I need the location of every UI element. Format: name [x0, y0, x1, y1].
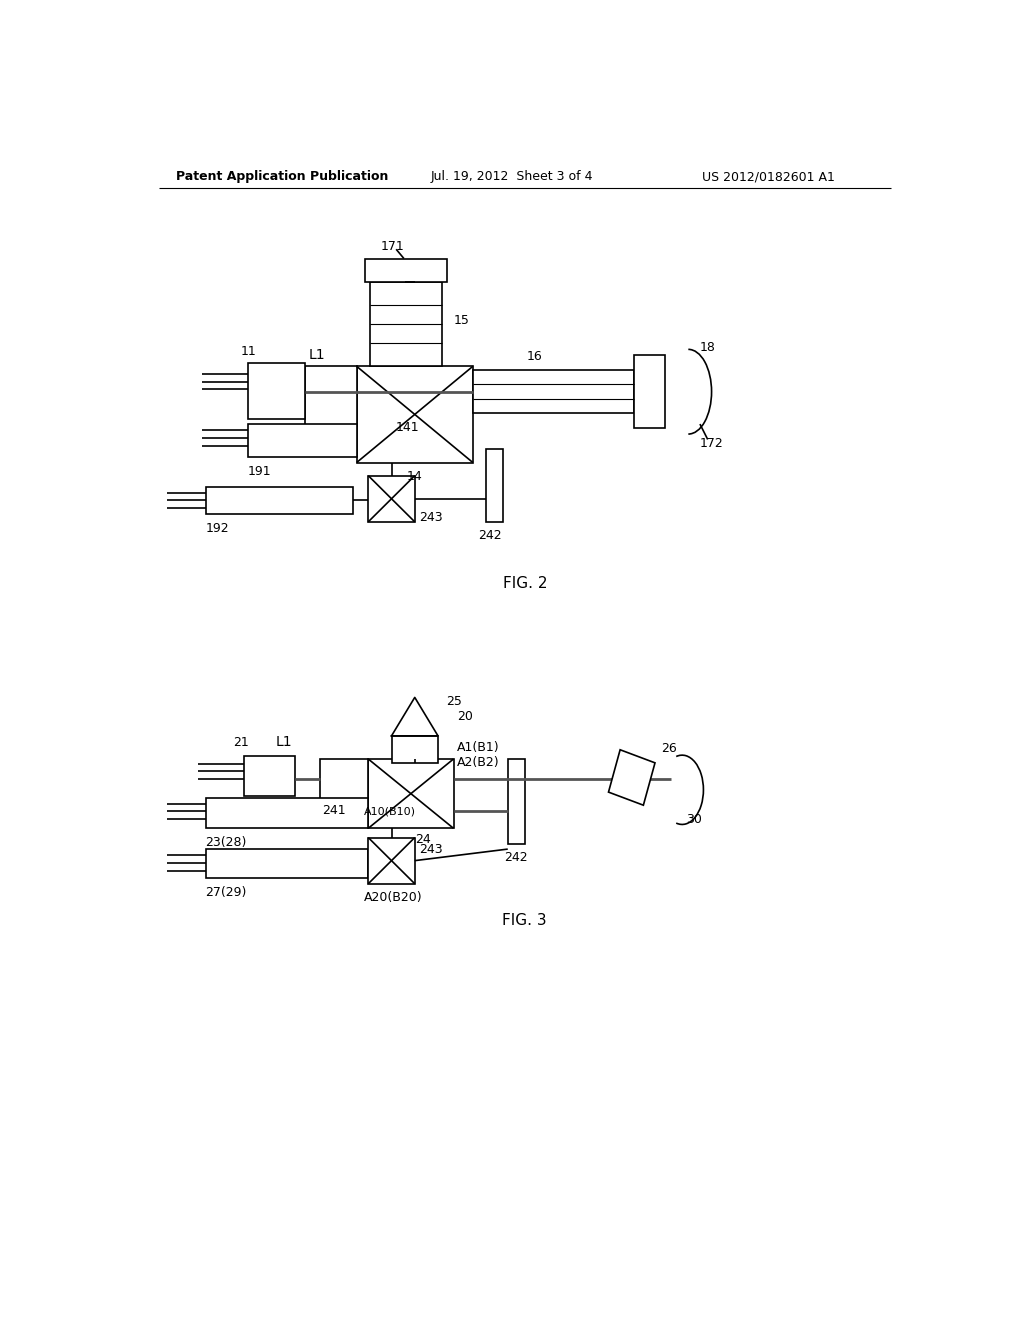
Text: Jul. 19, 2012  Sheet 3 of 4: Jul. 19, 2012 Sheet 3 of 4: [430, 170, 593, 183]
Text: 172: 172: [700, 437, 724, 450]
Bar: [206, 849, 369, 878]
Bar: [356, 367, 473, 462]
Text: 192: 192: [206, 521, 229, 535]
Bar: [248, 424, 356, 457]
Text: 243: 243: [419, 511, 442, 524]
Bar: [305, 367, 356, 426]
Bar: [486, 449, 503, 521]
Polygon shape: [608, 750, 655, 805]
Bar: [321, 759, 369, 799]
Text: A1(B1): A1(B1): [458, 741, 500, 754]
Text: 242: 242: [478, 529, 502, 543]
Text: 14: 14: [407, 470, 423, 483]
Bar: [369, 475, 415, 521]
Bar: [245, 756, 295, 796]
Bar: [370, 281, 442, 367]
Text: 30: 30: [686, 813, 701, 825]
Text: 27(29): 27(29): [206, 886, 247, 899]
Bar: [248, 363, 305, 418]
Bar: [369, 838, 415, 884]
Text: L1: L1: [275, 735, 292, 748]
Text: L1: L1: [308, 347, 326, 362]
Text: 26: 26: [662, 742, 677, 755]
Text: A20(B20): A20(B20): [365, 891, 423, 904]
Text: Patent Application Publication: Patent Application Publication: [176, 170, 388, 183]
Bar: [206, 797, 369, 829]
Bar: [369, 759, 454, 829]
Text: FIG. 2: FIG. 2: [503, 576, 547, 591]
Text: 23(28): 23(28): [206, 836, 247, 849]
Text: 242: 242: [504, 851, 527, 865]
Text: 171: 171: [381, 240, 404, 253]
Text: 241: 241: [322, 804, 345, 817]
Bar: [391, 737, 438, 763]
Text: FIG. 3: FIG. 3: [503, 913, 547, 928]
Text: 11: 11: [241, 345, 256, 358]
Text: A2(B2): A2(B2): [458, 756, 500, 770]
Bar: [508, 759, 524, 843]
Text: 21: 21: [232, 735, 249, 748]
Text: 25: 25: [445, 694, 462, 708]
Text: A10(B10): A10(B10): [365, 807, 417, 816]
Text: 191: 191: [248, 465, 271, 478]
Text: 16: 16: [527, 350, 543, 363]
Bar: [634, 355, 665, 428]
Text: 243: 243: [419, 842, 442, 855]
Text: 20: 20: [458, 710, 473, 723]
Text: US 2012/0182601 A1: US 2012/0182601 A1: [701, 170, 835, 183]
Bar: [473, 370, 634, 412]
Text: 141: 141: [395, 421, 419, 434]
Text: 15: 15: [454, 314, 469, 326]
Text: 18: 18: [700, 341, 716, 354]
Text: 24: 24: [415, 833, 430, 846]
Bar: [206, 487, 352, 515]
Bar: [366, 259, 446, 281]
